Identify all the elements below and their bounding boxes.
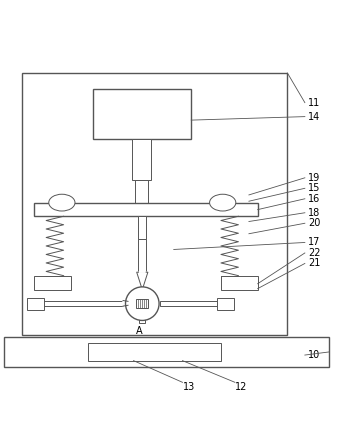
Bar (93, 89, 191, 140)
Bar (34, 276, 71, 290)
Bar (137, 299, 148, 308)
Bar (43, 300, 123, 306)
Text: 22: 22 (308, 248, 321, 258)
Text: 15: 15 (308, 183, 321, 193)
Bar (22, 73, 287, 335)
Bar (34, 203, 258, 216)
Text: 16: 16 (308, 194, 320, 204)
Bar (138, 216, 146, 239)
Text: 11: 11 (308, 97, 320, 108)
Text: 17: 17 (308, 237, 321, 248)
Bar (135, 179, 147, 204)
Polygon shape (137, 272, 148, 290)
Bar (132, 140, 151, 179)
Text: 21: 21 (308, 258, 321, 268)
Bar (221, 276, 258, 290)
Ellipse shape (210, 194, 236, 211)
Text: 12: 12 (235, 381, 247, 392)
Text: 19: 19 (308, 173, 320, 183)
Bar (160, 300, 218, 306)
Text: 14: 14 (308, 112, 320, 122)
Polygon shape (123, 300, 128, 306)
Bar (217, 298, 233, 310)
Bar (4, 337, 329, 367)
Circle shape (126, 287, 159, 320)
Bar (88, 343, 221, 361)
Ellipse shape (49, 194, 75, 211)
Text: A: A (135, 326, 142, 336)
Text: 13: 13 (183, 381, 195, 392)
Bar (139, 303, 145, 323)
Text: 10: 10 (308, 350, 320, 360)
Text: 20: 20 (308, 218, 321, 228)
Bar (138, 239, 146, 272)
Bar (27, 298, 44, 310)
Text: 18: 18 (308, 208, 320, 218)
